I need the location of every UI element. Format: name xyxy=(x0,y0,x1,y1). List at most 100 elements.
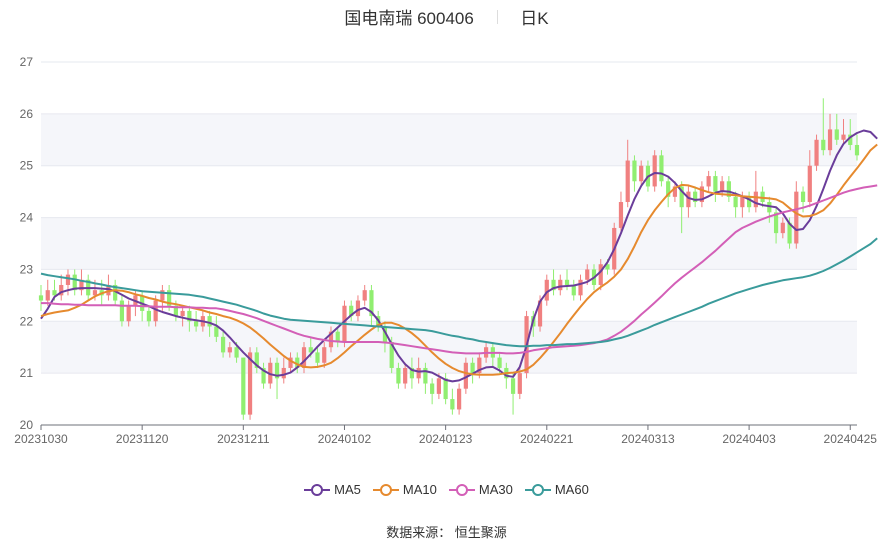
legend-swatch-icon xyxy=(372,483,399,496)
period-label: 日K xyxy=(520,9,549,28)
candle-body xyxy=(355,300,361,317)
grid-band xyxy=(41,217,857,270)
candle-body xyxy=(470,362,475,374)
x-tick-label: 20240221 xyxy=(520,432,574,446)
candle-body xyxy=(65,274,71,285)
legend-label: MA5 xyxy=(334,482,361,497)
candle-body xyxy=(295,357,300,368)
candle-body xyxy=(349,305,354,317)
candle-body xyxy=(787,222,792,244)
candle-body xyxy=(382,326,388,343)
candle-body xyxy=(308,347,313,353)
candle-body xyxy=(544,279,549,301)
candle-body xyxy=(187,310,192,322)
candle-body xyxy=(369,290,374,317)
grid-band xyxy=(41,321,857,374)
candle-body xyxy=(443,378,448,400)
data-source: 数据来源： 恒生聚源 xyxy=(386,525,507,540)
x-tick-label: 20240313 xyxy=(621,432,675,446)
series-line-ma5 xyxy=(40,129,878,383)
candle-body xyxy=(652,155,657,187)
legend-item-ma60[interactable]: MA60 xyxy=(524,482,589,497)
candle-body xyxy=(288,357,293,368)
grid-band xyxy=(41,113,857,166)
candle-body xyxy=(659,155,664,182)
series-line-ma30 xyxy=(41,184,878,355)
legend-label: MA30 xyxy=(478,482,513,497)
chart-legend: MA5 MA10 MA30 MA60 xyxy=(0,482,893,500)
legend-swatch-icon xyxy=(304,483,331,496)
candle-body xyxy=(322,347,327,363)
candle-body xyxy=(510,378,516,394)
legend-item-ma30[interactable]: MA30 xyxy=(448,482,513,497)
candle-body xyxy=(72,274,77,291)
candle-body xyxy=(854,144,860,156)
candle-body xyxy=(403,367,408,384)
candle-body xyxy=(220,336,226,353)
candle-body xyxy=(328,331,334,348)
candle-body xyxy=(834,129,839,140)
candle-body xyxy=(618,202,624,228)
candle-body xyxy=(45,290,50,301)
y-tick-label: 23 xyxy=(20,262,34,276)
candle-body xyxy=(497,357,502,368)
legend-label: MA10 xyxy=(402,482,437,497)
candle-body xyxy=(146,310,152,322)
candle-body xyxy=(281,367,286,379)
candle-body xyxy=(315,352,320,363)
candle-body xyxy=(706,176,711,187)
candle-body xyxy=(625,160,630,203)
candle-body xyxy=(605,264,610,270)
candle-body xyxy=(551,279,556,291)
series-line-ma10 xyxy=(40,143,878,376)
candle-body xyxy=(430,383,435,394)
candle-body xyxy=(362,290,367,301)
candle-body xyxy=(436,378,441,394)
candle-body xyxy=(207,316,212,327)
series-line-ma60 xyxy=(40,237,878,348)
chart-title: 国电南瑞 600406 日K xyxy=(0,4,893,30)
legend-item-ma10[interactable]: MA10 xyxy=(372,482,437,497)
candle-body xyxy=(632,160,637,182)
candle-body xyxy=(585,269,590,280)
candle-body xyxy=(666,181,671,197)
candle-body xyxy=(173,305,178,317)
candle-body xyxy=(713,176,718,192)
candle-body xyxy=(457,388,462,410)
candle-body xyxy=(301,347,307,368)
candle-body xyxy=(396,367,401,384)
candle-body xyxy=(699,186,704,203)
x-tick-label: 20240102 xyxy=(318,432,372,446)
candle-body xyxy=(746,196,752,208)
candle-body xyxy=(153,300,158,322)
x-tick-label: 20240425 xyxy=(824,432,878,446)
candle-body xyxy=(261,367,266,384)
candle-body xyxy=(389,342,394,368)
stock-name: 国电南瑞 600406 xyxy=(344,9,474,28)
legend-item-ma5[interactable]: MA5 xyxy=(304,482,361,497)
candle-body xyxy=(167,290,172,306)
x-tick-label: 20240123 xyxy=(419,432,473,446)
candle-body xyxy=(517,373,522,394)
candle-body xyxy=(558,279,563,291)
candle-body xyxy=(59,284,64,296)
candlestick-chart: 20 21 22 23 24 25 26 27 20231030 20231120 20231211… xyxy=(14,55,878,446)
y-tick-label: 22 xyxy=(20,314,34,328)
candle-body xyxy=(409,367,415,379)
candle-body xyxy=(686,191,691,208)
candle-body xyxy=(679,186,684,208)
candle-body xyxy=(564,279,570,285)
candle-body xyxy=(234,347,239,358)
candle-body xyxy=(733,196,738,208)
candle-body xyxy=(760,191,765,203)
x-tick-label: 20240403 xyxy=(722,432,776,446)
y-tick-label: 24 xyxy=(20,211,34,225)
y-tick-label: 20 xyxy=(20,418,34,432)
candle-body xyxy=(800,191,806,203)
y-tick-label: 25 xyxy=(20,159,34,173)
candle-body xyxy=(672,186,678,197)
candle-body xyxy=(241,357,246,415)
candle-body xyxy=(821,139,826,151)
candle-body xyxy=(247,352,253,415)
candle-body xyxy=(753,191,758,208)
